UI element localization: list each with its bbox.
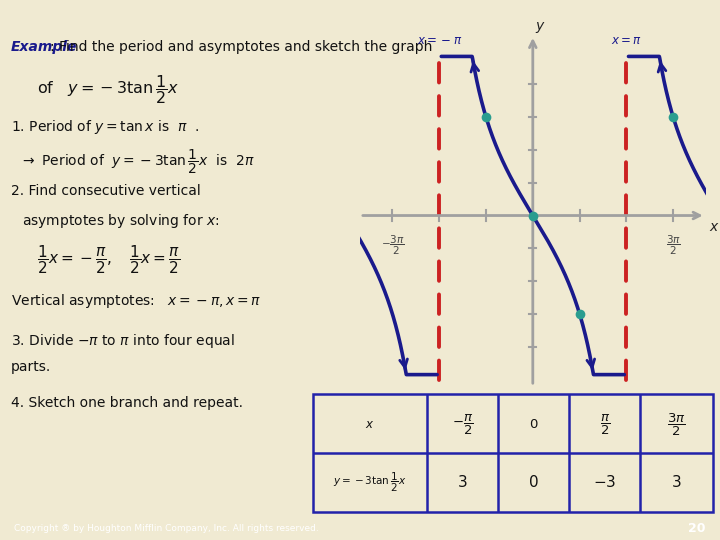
Text: $-\dfrac{\pi}{2}$: $-\dfrac{\pi}{2}$ (452, 413, 474, 437)
Text: $-\dfrac{3\pi}{2}$: $-\dfrac{3\pi}{2}$ (381, 234, 404, 257)
Text: $\dfrac{1}{2}x = -\dfrac{\pi}{2},\ \ \ \dfrac{1}{2}x = \dfrac{\pi}{2}$: $\dfrac{1}{2}x = -\dfrac{\pi}{2},\ \ \ \… (37, 243, 181, 275)
Text: $\dfrac{3\pi}{2}$: $\dfrac{3\pi}{2}$ (666, 234, 680, 257)
Text: 20: 20 (688, 522, 706, 535)
Text: $-3$: $-3$ (593, 475, 616, 490)
Text: 4. Sketch one branch and repeat.: 4. Sketch one branch and repeat. (11, 396, 243, 410)
Text: $0$: $0$ (529, 418, 539, 431)
Text: $y = -3\tan\dfrac{1}{2}x$: $y = -3\tan\dfrac{1}{2}x$ (333, 471, 407, 494)
Text: $\dfrac{\pi}{2}$: $\dfrac{\pi}{2}$ (600, 413, 610, 437)
Text: $y$: $y$ (535, 20, 546, 35)
Text: $x = \pi$: $x = \pi$ (611, 33, 642, 46)
Text: $3$: $3$ (457, 475, 468, 490)
Text: 1. Period of $y = \tan x$ is  $\pi$  .: 1. Period of $y = \tan x$ is $\pi$ . (11, 118, 199, 136)
Text: Copyright ® by Houghton Mifflin Company, Inc. All rights reserved.: Copyright ® by Houghton Mifflin Company,… (14, 524, 319, 533)
Text: of   $y = -3\tan\dfrac{1}{2}x$: of $y = -3\tan\dfrac{1}{2}x$ (37, 72, 179, 105)
Text: $x$: $x$ (366, 418, 375, 431)
Text: parts.: parts. (11, 360, 51, 374)
Text: : Find the period and asymptotes and sketch the graph: : Find the period and asymptotes and ske… (50, 40, 433, 55)
Text: Vertical asymptotes:   $x = -\pi, x = \pi$: Vertical asymptotes: $x = -\pi, x = \pi$ (11, 292, 261, 310)
Text: $x = -\pi$: $x = -\pi$ (417, 33, 462, 46)
Text: $\dfrac{3\pi}{2}$: $\dfrac{3\pi}{2}$ (667, 411, 686, 438)
Text: $0$: $0$ (528, 475, 539, 490)
Text: asymptotes by solving for $x$:: asymptotes by solving for $x$: (22, 212, 220, 230)
Text: $x$: $x$ (708, 220, 719, 234)
Text: $3$: $3$ (671, 475, 682, 490)
Text: Example: Example (11, 40, 77, 55)
Text: 2. Find consecutive vertical: 2. Find consecutive vertical (11, 184, 201, 198)
Text: 3. Divide $-\pi$ to $\pi$ into four equal: 3. Divide $-\pi$ to $\pi$ into four equa… (11, 332, 235, 350)
Text: $\rightarrow$ Period of  $y = -3\tan\dfrac{1}{2}x$  is  $2\pi$: $\rightarrow$ Period of $y = -3\tan\dfra… (20, 147, 255, 176)
